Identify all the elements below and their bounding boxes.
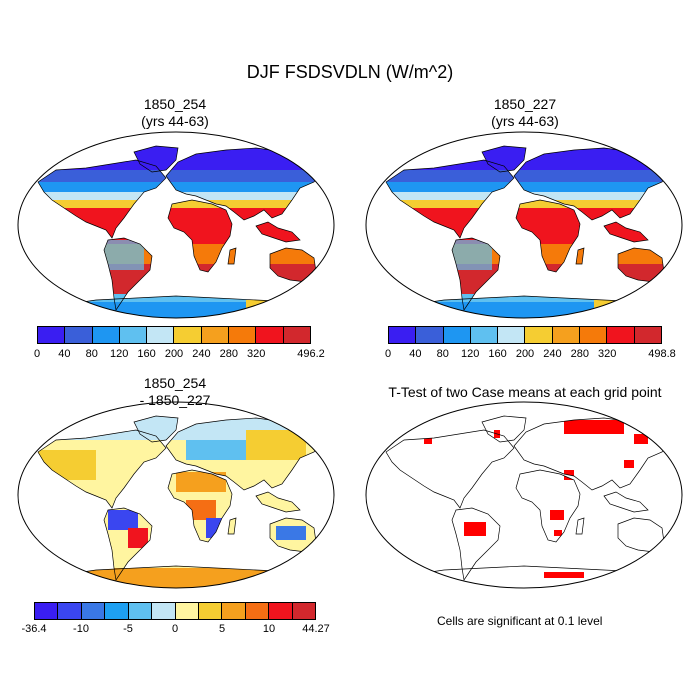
cb1-segment [174,327,202,343]
cb2-segment [498,327,526,343]
cb3-tick-label: 44.27 [302,623,330,635]
cb2-tick-label: 200 [515,348,535,360]
cb3-tick-label: 0 [171,623,179,635]
map-border [17,131,335,319]
cb3-segment [292,603,316,619]
cb1-tick-label: 320 [247,348,266,360]
cb3-segment [58,603,82,619]
cb1-segment [147,327,175,343]
cb1-segment [256,327,284,343]
cb2-segment [470,327,499,343]
cb1-tick-label: 80 [85,348,98,360]
colorbar-panel2-ticks: 0 40 80 120 160 200 240 280 320 498.8 [384,348,676,362]
figure-title: DJF FSDSVDLN (W/m^2) [246,62,454,82]
cb3-tick-label: 10 [262,623,276,635]
cb2-segment [580,327,608,343]
cb1-segment [229,327,257,343]
panel1-title: 1850_254 (yrs 44-63) [25,96,325,130]
colorbar-panel1-ticks: 0 40 80 120 160 200 240 280 320 496.2 [33,348,325,362]
cb3-tick-label: -10 [73,623,89,635]
colorbar-panel3-ticks: -36.4 -10 -5 0 5 10 44.27 [21,623,329,637]
cb2-tick-label: 80 [436,348,449,360]
cb2-tick-label: 160 [488,348,507,360]
cb2-segment [607,327,635,343]
cb2-segment [525,327,553,343]
map-border [365,131,683,319]
cb3-segment [128,603,153,619]
cb3-segment [35,603,59,619]
significant-cells [424,420,648,578]
colorbar-panel1 [37,326,311,344]
cb3-tick-label: -36.4 [21,623,47,635]
map-panel2 [365,131,683,319]
cb1-segment [38,327,66,343]
cb1-tick-label: 240 [192,348,211,360]
cb1-segment [201,327,230,343]
cb3-segment [81,603,106,619]
cb3-segment [152,603,176,619]
cb1-tick-label: 0 [33,348,41,360]
cb3-segment [175,603,199,619]
cb3-segment [198,603,223,619]
map-border [365,401,683,589]
map-panel4 [365,401,683,589]
cb2-segment [389,327,417,343]
cb1-segment [65,327,93,343]
cb1-tick-label: 280 [219,348,238,360]
panel3-title-line1: 1850_254 [143,375,207,391]
cb3-tick-label: 5 [218,623,226,635]
cb2-tick-label: 240 [543,348,562,360]
panel2-title-line2: (yrs 44-63) [491,113,559,129]
cb2-segment [416,327,444,343]
significance-note: Cells are significant at 0.1 level [437,614,603,628]
panel4-title: T-Test of two Case means at each grid po… [350,384,700,401]
panel2-title-line1: 1850_227 [493,96,557,112]
cb2-tick-label: 120 [461,348,480,360]
cb2-tick-label: 498.8 [648,348,676,360]
cb1-tick-label: 160 [137,348,156,360]
cb3-tick-label: -5 [123,623,133,635]
cb3-segment [222,603,246,619]
cb2-segment [552,327,581,343]
cb2-tick-label: 280 [570,348,589,360]
cb2-tick-label: 40 [409,348,422,360]
map-border [17,401,335,589]
map-panel3 [17,401,335,589]
cb1-segment [119,327,148,343]
cb2-segment [634,327,661,343]
cb2-tick-label: 0 [384,348,392,360]
colorbar-panel2 [388,326,662,344]
cb1-segment [283,327,310,343]
cb1-tick-label: 40 [58,348,71,360]
cb2-tick-label: 320 [598,348,617,360]
panel1-title-line2: (yrs 44-63) [141,113,209,129]
colorbar-panel3 [34,602,316,620]
cb2-segment [443,327,471,343]
cb3-segment [269,603,293,619]
cb1-tick-label: 200 [164,348,184,360]
cb1-tick-label: 120 [110,348,129,360]
panel4-title-line1: T-Test of two Case means at each grid po… [388,384,662,400]
cb3-segment [105,603,129,619]
panel1-title-line1: 1850_254 [143,96,207,112]
cb3-segment [245,603,270,619]
cb1-segment [92,327,120,343]
map-panel1 [17,131,335,319]
cb1-tick-label: 496.2 [297,348,325,360]
panel2-title: 1850_227 (yrs 44-63) [375,96,675,130]
